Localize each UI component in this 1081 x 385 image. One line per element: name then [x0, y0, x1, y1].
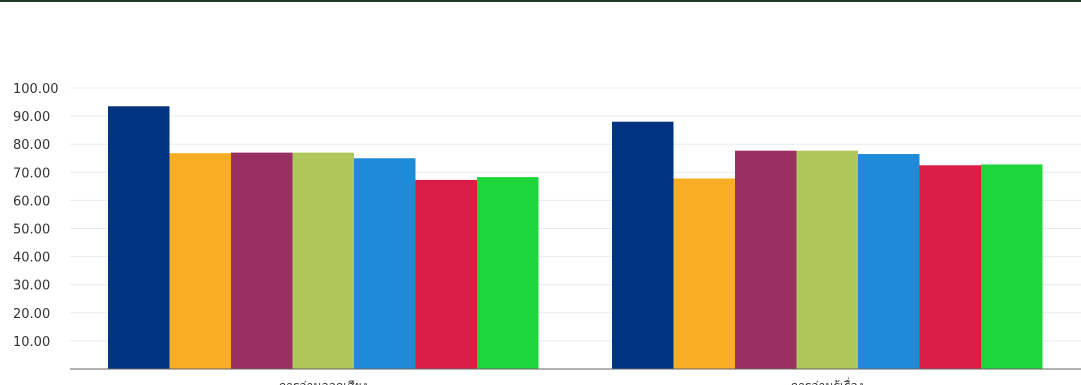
bar-1-2	[169, 153, 231, 369]
y-tick-label: 70.00	[13, 166, 50, 181]
y-tick-label: 30.00	[13, 279, 50, 294]
bar-1-3	[231, 152, 293, 369]
bar-2-2	[673, 178, 735, 369]
y-tick-label: 10.00	[13, 335, 50, 350]
x-category-label: การอ่านรู้เรื่อง	[791, 377, 864, 385]
bar-1-6	[415, 179, 477, 369]
bar-1-7	[477, 177, 539, 369]
y-tick-label: 50.00	[13, 223, 50, 238]
y-tick-label: 90.00	[13, 110, 50, 125]
x-category-label: การอ่านออกเสียง	[279, 379, 368, 385]
bar-2-1	[612, 121, 674, 369]
bar-1-5	[354, 158, 416, 369]
bar-1-1	[108, 106, 170, 369]
y-axis-ticks: 10.00 20.00 30.00 40.00 50.00 60.00 70.00 80.00…	[13, 82, 59, 350]
bar-2-4	[796, 150, 858, 369]
y-tick-label: 20.00	[13, 307, 50, 322]
bar-1-4	[292, 152, 354, 369]
bar-2-7	[981, 164, 1043, 369]
bar-2-3	[735, 150, 797, 369]
y-tick-label: 100.00	[13, 82, 59, 97]
bar-2-6	[919, 165, 981, 369]
y-tick-label: 80.00	[13, 138, 50, 153]
x-axis-categories: การอ่านออกเสียง การอ่านรู้เรื่อง	[279, 377, 864, 385]
y-tick-label: 60.00	[13, 194, 50, 209]
bar-2-5	[858, 154, 920, 369]
bars	[108, 106, 1043, 369]
y-tick-label: 40.00	[13, 251, 50, 266]
